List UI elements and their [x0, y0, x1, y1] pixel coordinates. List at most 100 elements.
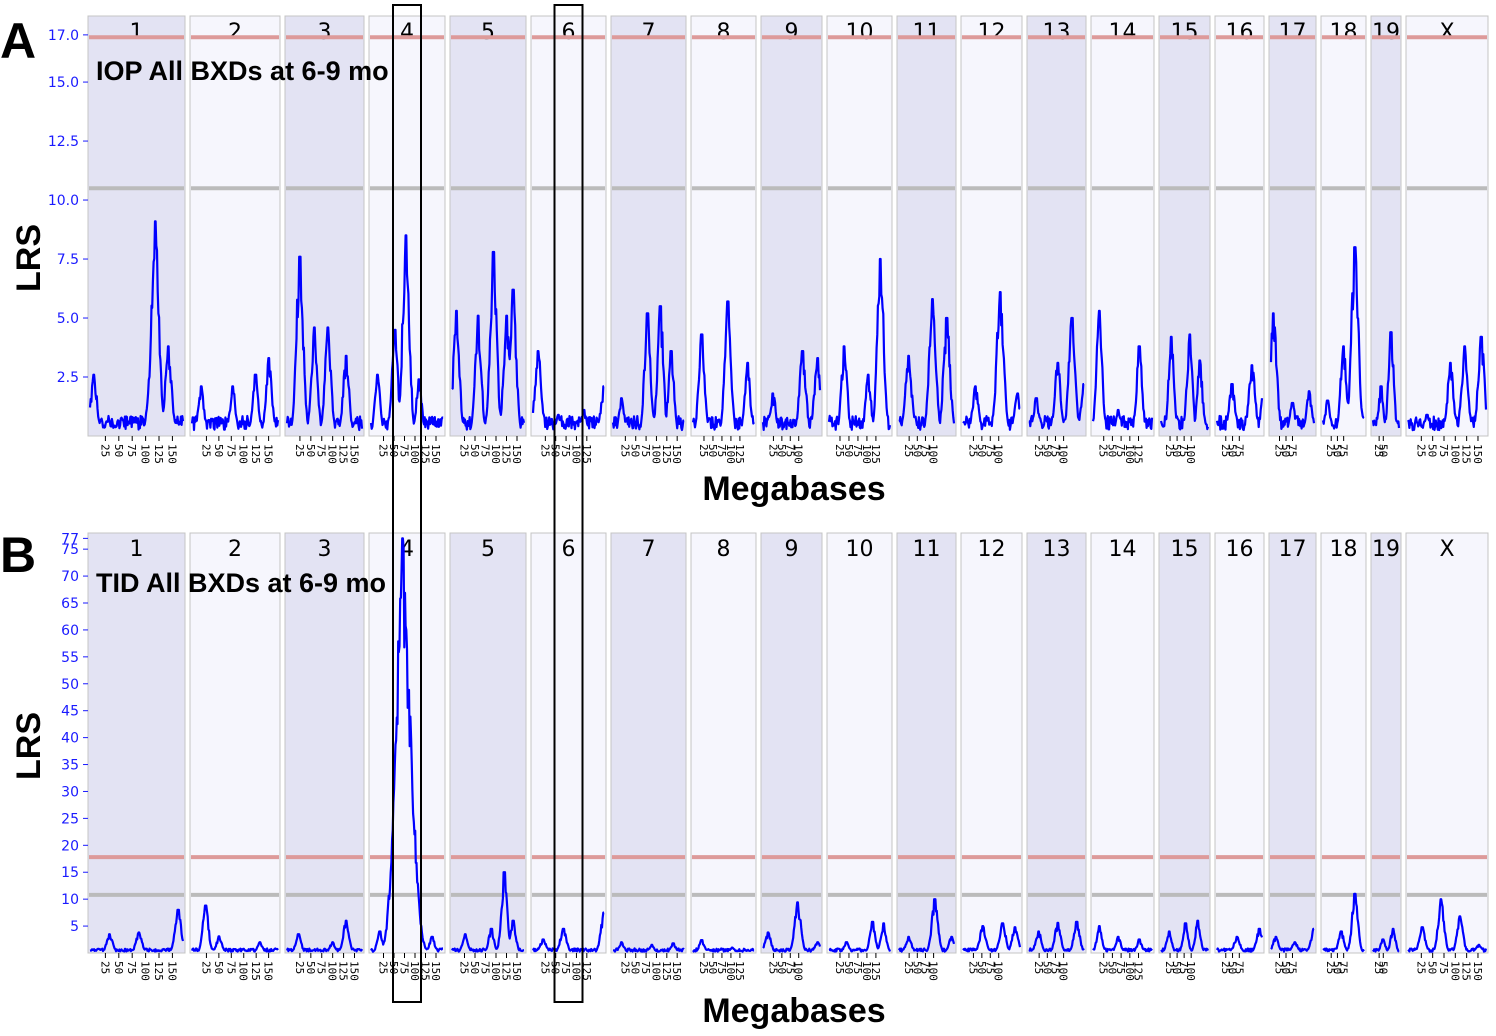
- x-tick-label: 100: [408, 961, 421, 981]
- chromosome-band-X: [1405, 532, 1489, 954]
- chromosome-label-5: 5: [481, 537, 495, 562]
- x-tick-label: 75: [1285, 444, 1298, 457]
- x-tick-label: 75: [639, 961, 652, 974]
- y-tick-label: 15.0: [48, 75, 79, 91]
- lrs-trace-chr-10: [828, 920, 892, 953]
- x-tick-label: 25: [293, 444, 306, 457]
- chromosome-label-10: 10: [846, 20, 874, 45]
- y-tick-label: 60: [61, 623, 79, 639]
- x-tick-label: 50: [1279, 961, 1292, 974]
- chromosome-label-13: 13: [1043, 537, 1071, 562]
- x-tick-label: 50: [910, 961, 923, 974]
- x-tick-label: 50: [468, 961, 481, 974]
- chromosome-label-10: 10: [846, 537, 874, 562]
- lrs-trace-chr-7: [611, 305, 685, 432]
- x-tick-label: 125: [1460, 444, 1473, 464]
- lrs-trace-chr-17: [1269, 312, 1316, 430]
- chromosome-band-7: [610, 15, 687, 437]
- x-tick-label: 75: [715, 961, 728, 974]
- x-tick-label: 75: [783, 444, 796, 457]
- lrs-trace-chr-13: [1028, 316, 1085, 430]
- lrs-trace-chr-2: [190, 904, 279, 953]
- x-tick-label: 125: [733, 444, 746, 464]
- x-tick-label: 100: [927, 444, 940, 464]
- x-tick-label: 75: [1177, 444, 1190, 457]
- x-tick-label: 75: [1232, 444, 1245, 457]
- x-tick-label: 100: [1123, 444, 1136, 464]
- lrs-trace-chr-13: [1028, 920, 1085, 953]
- x-tick-label: 25: [1219, 444, 1232, 457]
- chromosome-band-14: [1090, 532, 1155, 954]
- lrs-trace-chr-8: [691, 300, 755, 431]
- x-tick-label: 100: [139, 444, 152, 464]
- chromosome-band-15: [1158, 532, 1211, 954]
- panel-letter-a: A: [0, 13, 36, 69]
- x-tick-label: 25: [1163, 444, 1176, 457]
- chromosome-band-2: [189, 532, 281, 954]
- x-tick-label: 50: [975, 444, 988, 457]
- x-tick-label: 75: [1437, 444, 1450, 457]
- lrs-trace-chr-17: [1270, 927, 1315, 953]
- x-tick-label: 125: [500, 444, 513, 464]
- x-tick-label: 75: [1232, 961, 1245, 974]
- x-tick-label: 125: [1132, 961, 1145, 981]
- y-tick-label: 7.5: [57, 252, 79, 268]
- panel-a: A 1 2 3 4 5 6 7 8 9 10 11 12 13 14 15 16 17 18 19 X 2.55.07…: [0, 13, 1489, 508]
- x-tick-label: 75: [1337, 961, 1350, 974]
- x-tick-label: 100: [1184, 961, 1197, 981]
- lrs-trace-chr-15: [1159, 333, 1210, 431]
- x-tick-label: 50: [304, 444, 317, 457]
- chromosome-label-11: 11: [913, 20, 941, 45]
- x-tick-label: 50: [112, 961, 125, 974]
- lrs-trace-chr-4: [369, 234, 444, 431]
- x-tick-label: 100: [992, 444, 1005, 464]
- lrs-trace-chr-6: [531, 350, 605, 431]
- x-tick-label: 50: [1376, 961, 1389, 974]
- x-tick-label: 25: [1372, 444, 1385, 457]
- x-tick-label: 50: [468, 444, 481, 457]
- chromosome-label-7: 7: [642, 537, 656, 562]
- y-tick-label: 75: [61, 542, 79, 558]
- chromosome-band-2: [189, 15, 281, 437]
- x-tick-label: 150: [510, 961, 523, 981]
- panel-b-x-axis-label: Megabases: [702, 992, 885, 1030]
- x-tick-label: 75: [983, 961, 996, 974]
- x-tick-label: 100: [489, 961, 502, 981]
- panel-a-x-axis-label: Megabases: [702, 470, 885, 508]
- lrs-trace-chr-X: [1407, 335, 1488, 432]
- chromosome-band-17: [1268, 532, 1317, 954]
- lrs-trace-chr-7: [612, 941, 685, 953]
- x-tick-label: 25: [538, 961, 551, 974]
- chromosome-band-3: [284, 15, 365, 437]
- x-tick-label: 25: [697, 961, 710, 974]
- x-tick-label: 75: [783, 961, 796, 974]
- x-tick-label: 50: [775, 961, 788, 974]
- chromosome-band-10: [826, 532, 893, 954]
- chromosome-band-10: [826, 15, 893, 437]
- x-tick-label: 75: [559, 444, 572, 457]
- x-tick-label: 75: [125, 961, 138, 974]
- lrs-trace-chr-3: [285, 255, 364, 432]
- x-tick-label: 25: [458, 444, 471, 457]
- x-tick-label: 125: [1132, 444, 1145, 464]
- chromosome-label-19: 19: [1372, 537, 1400, 562]
- x-tick-label: 75: [1114, 444, 1127, 457]
- x-tick-label: 100: [724, 444, 737, 464]
- x-tick-label: 125: [152, 444, 165, 464]
- x-tick-label: 100: [927, 961, 940, 981]
- lrs-trace-chr-6: [531, 911, 605, 953]
- lrs-trace-chr-2: [190, 357, 280, 432]
- x-tick-label: 75: [125, 444, 138, 457]
- chromosome-label-12: 12: [978, 20, 1006, 45]
- x-tick-label: 50: [304, 961, 317, 974]
- x-tick-label: 100: [489, 444, 502, 464]
- x-tick-label: 150: [429, 961, 442, 981]
- x-tick-label: 100: [992, 961, 1005, 981]
- x-tick-label: 25: [618, 961, 631, 974]
- x-tick-label: 125: [733, 961, 746, 981]
- x-tick-label: 50: [1226, 961, 1239, 974]
- x-tick-label: 25: [833, 444, 846, 457]
- chromosome-label-9: 9: [785, 537, 799, 562]
- chromosome-label-7: 7: [642, 20, 656, 45]
- x-tick-label: 75: [224, 444, 237, 457]
